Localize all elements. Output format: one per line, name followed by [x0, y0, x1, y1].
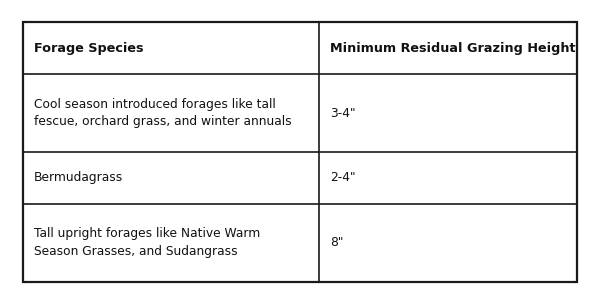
Text: Tall upright forages like Native Warm
Season Grasses, and Sudangrass: Tall upright forages like Native Warm Se…: [34, 227, 260, 258]
Text: Cool season introduced forages like tall
fescue, orchard grass, and winter annua: Cool season introduced forages like tall…: [34, 98, 291, 128]
Bar: [23, 22, 577, 282]
Text: 8": 8": [330, 236, 344, 249]
Text: Forage Species: Forage Species: [34, 42, 143, 55]
Text: 3-4": 3-4": [330, 107, 356, 119]
Text: Bermudagrass: Bermudagrass: [34, 171, 123, 184]
Text: Minimum Residual Grazing Height: Minimum Residual Grazing Height: [330, 42, 576, 55]
Text: 2-4": 2-4": [330, 171, 356, 184]
